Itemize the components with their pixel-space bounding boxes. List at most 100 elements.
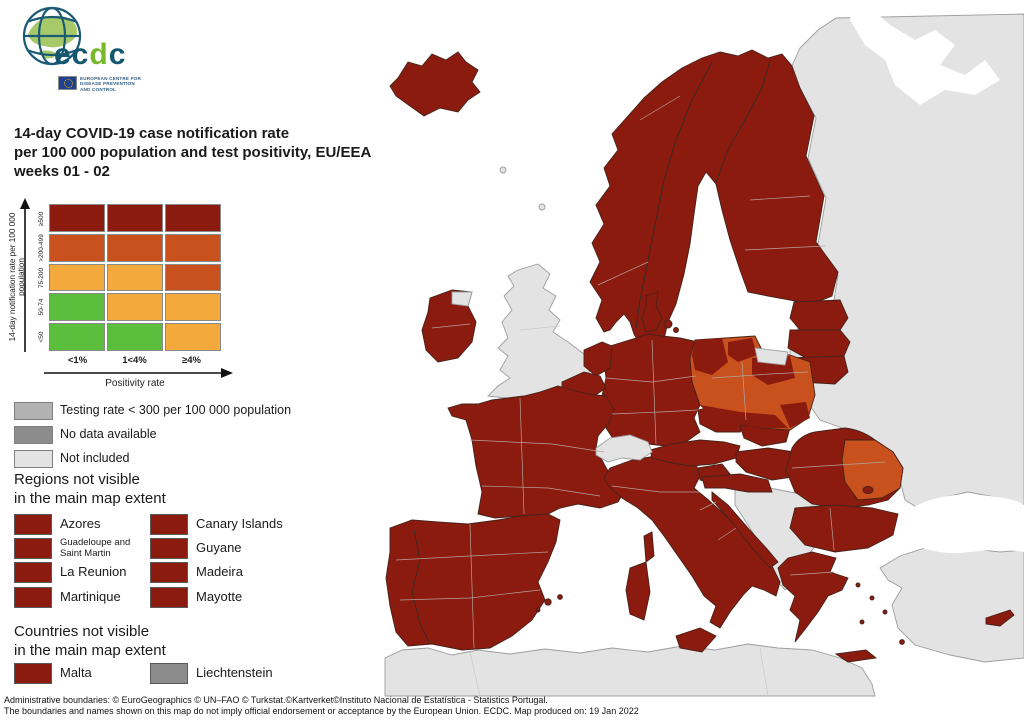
matrix-cell [107, 263, 163, 292]
ecdc-wordmark: ecdc [54, 38, 127, 71]
matrix-cell [165, 233, 221, 262]
region-lines-romania [791, 461, 886, 469]
legend-label-not-included: Not included [60, 451, 130, 465]
map-region-northern-ireland [451, 291, 473, 307]
map-title-line3: weeks 01 - 02 [14, 163, 110, 180]
matrix-col-labels: <1% 1<4% ≥4% [49, 355, 221, 366]
region-swatch [14, 587, 52, 608]
region-label: Azores [60, 516, 101, 531]
country-label: Liechtenstein [196, 665, 273, 680]
region-swatch [14, 514, 52, 535]
matrix-cell [165, 204, 221, 232]
countries-heading-line1: Countries not visible [14, 623, 150, 640]
region-lines-finland-2 [744, 245, 826, 251]
region-lines-italy-1 [611, 485, 700, 493]
legend-label-testing-rate: Testing rate < 300 per 100 000 populatio… [60, 403, 292, 417]
ecdc-globe-icon [22, 6, 82, 66]
map-island-faroe [499, 166, 507, 174]
regions-heading-line1: Regions not visible [14, 471, 140, 488]
region-lines-ireland [431, 323, 471, 329]
matrix-row-label: 50-74 [38, 298, 45, 316]
map-island-aegean-1 [855, 582, 861, 588]
matrix-col-label: <1% [67, 355, 88, 366]
map-region-bucharest [862, 486, 874, 494]
region-swatch [150, 514, 188, 535]
matrix-row-label: 75-200 [38, 267, 45, 289]
country-label: Malta [60, 665, 92, 680]
legend-label-no-data: No data available [60, 427, 157, 441]
white-sea [850, 0, 1000, 105]
region-lines-germany-1 [605, 375, 697, 383]
regions-heading-line2: in the main map extent [14, 490, 166, 507]
matrix-cell [107, 204, 163, 232]
region-lines-finland-1 [749, 195, 811, 201]
region-label: Madeira [196, 564, 243, 579]
region-lines-spain-2 [399, 589, 541, 601]
legend-swatch-not-included [14, 450, 53, 468]
region-lines-poland-2 [741, 361, 747, 421]
region-lines-norway [639, 95, 681, 121]
map-island-crete [834, 649, 878, 663]
region-swatch [150, 538, 188, 559]
map-region-poland-nw [692, 338, 728, 375]
region-lines-italy-3 [717, 527, 737, 541]
map-island-sardinia [625, 561, 651, 621]
map-footer: Administrative boundaries: © EuroGeograp… [4, 695, 639, 717]
map-country-france [447, 385, 626, 519]
matrix-col-label: 1<4% [122, 355, 147, 366]
countries-heading-line2: in the main map extent [14, 642, 166, 659]
matrix-cell [165, 293, 221, 322]
matrix-cell [165, 323, 221, 351]
region-label: La Reunion [60, 564, 127, 579]
eu-flag-icon [58, 76, 77, 90]
map-title: 14-day COVID-19 case notification rate p… [14, 124, 371, 181]
map-country-bulgaria [789, 504, 899, 553]
map-island-zealand [663, 319, 673, 329]
map-country-germany [601, 333, 701, 447]
map-region-north-africa [384, 643, 876, 697]
map-island-aegean-2 [869, 595, 875, 601]
legend-swatch-no-data [14, 426, 53, 444]
region-swatch [14, 562, 52, 583]
rate-positivity-matrix [49, 204, 221, 351]
border-norway-sweden [635, 61, 713, 329]
map-country-greece [777, 551, 849, 643]
region-lines-france-2 [481, 485, 601, 497]
map-region-poland-se [780, 402, 810, 428]
y-axis-arrow [20, 198, 30, 352]
region-lines-spain-3 [469, 523, 475, 649]
matrix-row-label: <50 [38, 331, 45, 343]
map-island-shetland [538, 203, 546, 211]
ecdc-subtitle: EUROPEAN CENTRE FOR DISEASE PREVENTION A… [80, 76, 141, 92]
regions-not-visible-heading: Regions not visible in the main map exte… [14, 470, 166, 508]
map-region-poland-n [728, 338, 757, 362]
map-island-mallorca [544, 598, 552, 606]
region-lines-france-1 [469, 439, 605, 453]
matrix-row-label: >200-499 [38, 234, 45, 262]
region-lines-poland-1 [711, 371, 809, 379]
matrix-cell [107, 323, 163, 351]
border-portugal-spain [411, 529, 431, 645]
matrix-cell [49, 293, 105, 322]
region-lines-africa [469, 651, 481, 697]
countries-not-visible-heading: Countries not visible in the main map ex… [14, 622, 166, 660]
region-lines-germany-3 [651, 339, 657, 445]
matrix-row-label: ≥500 [38, 211, 45, 227]
matrix-cell [107, 233, 163, 262]
region-swatch [150, 587, 188, 608]
map-region-kaliningrad [754, 347, 789, 366]
matrix-y-axis-label: 14-day notification rate per 100 000 pop… [8, 212, 26, 342]
map-country-denmark [641, 291, 663, 333]
matrix-cell [49, 204, 105, 232]
ecdc-logo: ecdc EUROPEAN CENTRE FOR DISEASE PREVENT… [18, 4, 198, 100]
region-lines-spain-1 [395, 551, 549, 561]
footer-line1: Administrative boundaries: © EuroGeograp… [4, 695, 548, 705]
map-country-cyprus [985, 609, 1015, 627]
country-swatch [150, 663, 188, 684]
x-axis-arrow [44, 368, 233, 378]
map-title-line2: per 100 000 population and test positivi… [14, 144, 372, 161]
region-label: Canary Islands [196, 516, 283, 531]
map-island-aegean-3 [882, 609, 888, 615]
map-region-romania-east [841, 439, 904, 501]
